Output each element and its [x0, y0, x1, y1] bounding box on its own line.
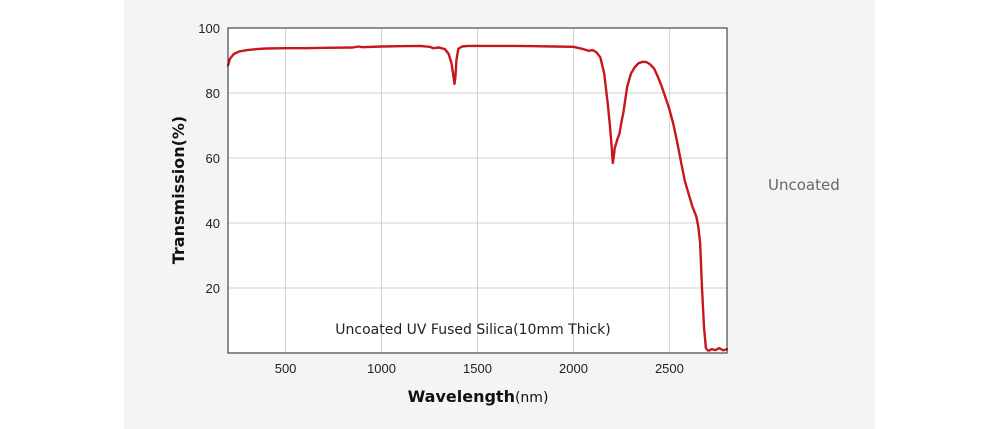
chart-annotation: Uncoated UV Fused Silica(10mm Thick)	[335, 322, 611, 338]
y-tick-label: 40	[206, 216, 220, 231]
x-tick-label: 1000	[367, 361, 396, 376]
x-tick-label: 1500	[463, 361, 492, 376]
x-axis-title-main: Wavelength	[408, 387, 515, 406]
x-tick-label: 2500	[655, 361, 684, 376]
side-label: Uncoated	[768, 176, 840, 194]
y-tick-label: 20	[206, 281, 220, 296]
transmission-line	[226, 44, 729, 352]
x-axis-title-unit: (nm)	[515, 390, 548, 406]
plot-frame	[227, 27, 728, 354]
y-tick-label: 60	[206, 151, 220, 166]
y-axis-title: Transmission(%)	[169, 116, 188, 264]
x-axis-title: Wavelength(nm)	[408, 387, 549, 406]
x-tick-label: 2000	[559, 361, 588, 376]
y-tick-label: 80	[206, 86, 220, 101]
x-tick-label: 500	[275, 361, 297, 376]
y-tick-label: 100	[198, 21, 220, 36]
